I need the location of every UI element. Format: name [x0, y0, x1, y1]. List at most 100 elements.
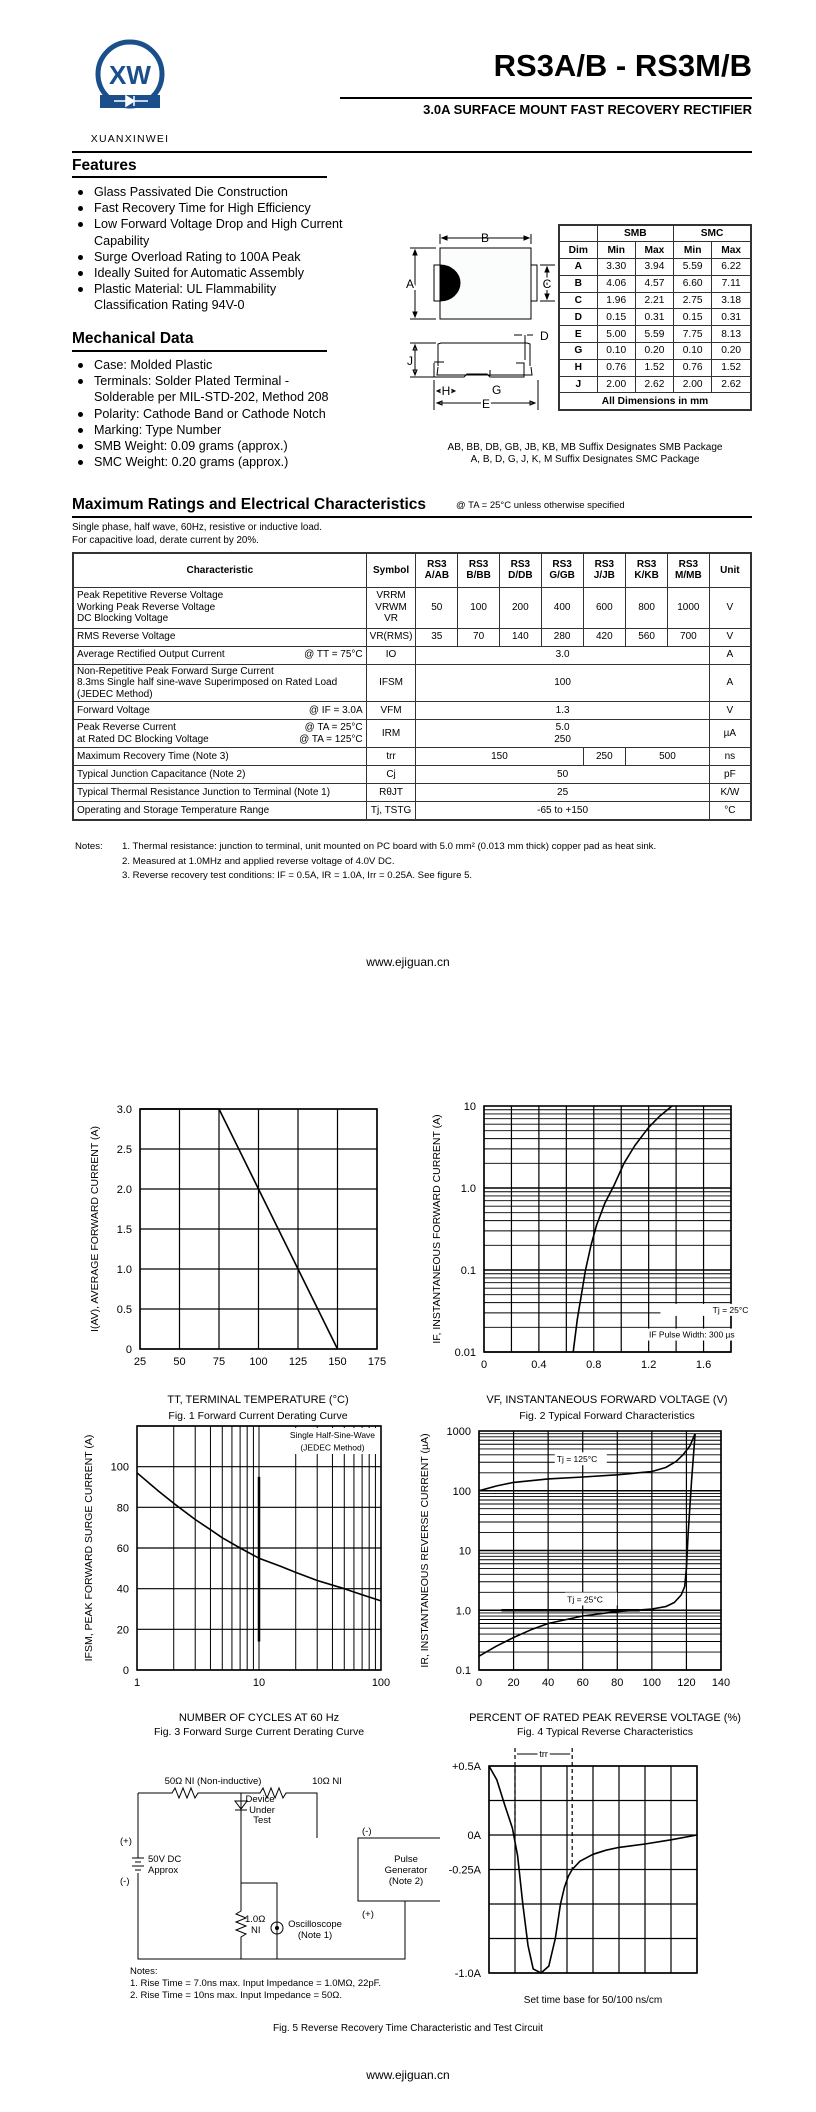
- cell-text: K/W: [708, 783, 752, 802]
- dim-letter: A: [558, 258, 598, 276]
- x-tick-label: 0: [476, 1677, 482, 1689]
- note-item: 2. Measured at 1.0MHz and applied revers…: [122, 855, 395, 867]
- annotation-bg: [660, 1303, 753, 1316]
- source-label: Approx: [148, 1865, 178, 1876]
- cell-text: 50: [415, 765, 710, 784]
- pulse-generator-label: (Note 2): [389, 1876, 423, 1887]
- mechanical-item: SMB Weight: 0.09 grams (approx.): [76, 438, 386, 454]
- cell-text: at Rated DC Blocking Voltage: [77, 733, 209, 745]
- dim-row: B 4.06 4.57 6.60 7.11: [558, 274, 752, 293]
- y-tick-label: 1.0: [117, 1264, 132, 1276]
- cell-text: (JEDEC Method): [77, 688, 153, 700]
- source-minus: (-): [120, 1876, 130, 1887]
- cell-text: 250: [582, 747, 627, 766]
- mechanical-item: Marking: Type Number: [76, 422, 386, 438]
- pulse-generator-label: Pulse: [394, 1854, 418, 1865]
- x-tick-label: 0.8: [586, 1359, 601, 1371]
- y-tick-label: 0.1: [461, 1265, 476, 1277]
- suffix-note: AB, BB, DB, GB, JB, KB, MB Suffix Design…: [400, 442, 770, 466]
- dim-letter: C: [558, 291, 598, 310]
- dim-value: 3.18: [711, 291, 752, 310]
- feature-item: Plastic Material: UL Flammability Classi…: [76, 281, 306, 313]
- x-tick-label: 140: [712, 1677, 730, 1689]
- cell-text: 3.0: [415, 645, 710, 665]
- features-underline: [72, 176, 327, 178]
- cell-text: 50: [415, 586, 459, 629]
- row-cj: Typical Junction Capacitance (Note 2) Cj 5…: [72, 765, 752, 784]
- cell-text: Cj: [365, 765, 417, 784]
- x-tick-label: 60: [577, 1677, 589, 1689]
- x-tick-label: 10: [253, 1677, 265, 1689]
- ratings-col-header: RS3 B/BB: [457, 552, 500, 588]
- mechanical-item: SMC Weight: 0.20 grams (approx.): [76, 454, 386, 470]
- cell-text: IFSM: [365, 663, 417, 702]
- y-tick-label: 0: [123, 1665, 129, 1677]
- group-smb: SMB: [596, 224, 675, 243]
- trr-label: trr: [539, 1749, 548, 1759]
- features-heading: Features: [72, 157, 137, 174]
- chart-annotation: (JEDEC Method): [300, 1442, 364, 1452]
- y-tick-label: +0.5A: [452, 1761, 482, 1773]
- mechanical-item: Case: Molded Plastic: [76, 357, 386, 373]
- annotation-bg: [554, 1452, 607, 1466]
- dim-row: A 3.30 3.94 5.59 6.22: [558, 258, 752, 276]
- dim-value: 2.62: [711, 375, 752, 394]
- cell-text: Non-Repetitive Peak Forward Surge Curren…: [77, 665, 274, 677]
- y-axis-label: IR, INSTANTANEOUS REVERSE CURRENT (µA): [419, 1433, 431, 1667]
- dim-value: 3.30: [596, 258, 636, 276]
- x-tick-label: 125: [289, 1356, 307, 1368]
- dim-value: 1.96: [596, 291, 636, 310]
- row-ifsm: Non-Repetitive Peak Forward Surge Curren…: [72, 663, 752, 702]
- cell-text: Tj, TSTG: [365, 801, 417, 820]
- y-tick-label: -0.25A: [449, 1865, 482, 1877]
- row-irm: Peak Reverse Current @ TA = 25°C at Rated …: [72, 719, 752, 748]
- ratings-table: Characteristic Symbol RS3 A/AB RS3 B/BB RS3 D/D…: [72, 552, 752, 821]
- x-axis-label: TT, TERMINAL TEMPERATURE (°C): [167, 1394, 349, 1406]
- dim-row: E 5.00 5.59 7.75 8.13: [558, 325, 752, 344]
- figure-caption: Fig. 4 Typical Reverse Characteristics: [516, 1726, 694, 1738]
- series-line: [572, 1105, 673, 1353]
- dim-value: 1.52: [634, 358, 675, 377]
- feature-item: Surge Overload Rating to 100A Peak: [76, 249, 376, 265]
- note-item: 1. Thermal resistance: junction to termi…: [122, 841, 657, 852]
- cell-text: 8.3ms Single half sine-wave Superimposed…: [77, 677, 338, 688]
- x-tick-label: 100: [643, 1677, 661, 1689]
- source-plus: (+): [120, 1836, 132, 1847]
- dim-label-H: H: [442, 384, 451, 398]
- y-tick-label: 0: [126, 1344, 132, 1356]
- website-footer-link[interactable]: www.ejiguan.cn: [366, 2068, 450, 2082]
- chart-annotation: IF Pulse Width: 300 µs: [649, 1330, 735, 1340]
- y-tick-label: 0A: [468, 1830, 482, 1842]
- dim-label-C: C: [543, 277, 552, 291]
- x-tick-label: 0: [481, 1359, 487, 1371]
- x-axis-label: VF, INSTANTANEOUS FORWARD VOLTAGE (V): [486, 1394, 728, 1406]
- y-tick-label: 80: [117, 1502, 129, 1514]
- feature-item: Low Forward Voltage Drop and High Curren…: [76, 216, 366, 248]
- x-tick-label: 175: [368, 1356, 386, 1368]
- x-tick-label: 100: [249, 1356, 267, 1368]
- y-tick-label: 0.5: [117, 1304, 132, 1316]
- note-item: 3. Reverse recovery test conditions: IF …: [122, 870, 473, 881]
- svg-text:XW: XW: [109, 60, 151, 90]
- suffix-smc: A, B, D, G, J, K, M Suffix Designates SM…: [470, 454, 700, 465]
- y-tick-label: 60: [117, 1543, 129, 1555]
- dim-value: 1.52: [711, 358, 752, 377]
- part-subtitle: 3.0A SURFACE MOUNT FAST RECOVERY RECTIFI…: [423, 102, 752, 117]
- series-line: [478, 1433, 696, 1657]
- feature-item: Ideally Suited for Automatic Assembly: [76, 265, 376, 281]
- cell-text: @ IF = 3.0A: [308, 704, 363, 716]
- cell-text: Typical Thermal Resistance Junction to T…: [72, 783, 367, 802]
- cell-text: 1000: [666, 586, 710, 629]
- website-link[interactable]: www.ejiguan.cn: [366, 955, 450, 969]
- generator-minus: (-): [362, 1826, 372, 1837]
- x-tick-label: 100: [372, 1677, 390, 1689]
- dim-row: J 2.00 2.62 2.00 2.62: [558, 375, 752, 394]
- cell-text: 560: [625, 627, 668, 647]
- cell-text: IO: [365, 645, 417, 665]
- dim-letter: E: [558, 325, 598, 344]
- plot-frame: [483, 1105, 732, 1353]
- cell-text: Working Peak Reverse Voltage: [77, 601, 216, 613]
- suffix-smb: AB, BB, DB, GB, JB, KB, MB Suffix Design…: [447, 442, 723, 453]
- cell-text: Operating and Storage Temperature Range: [72, 801, 367, 820]
- dimensions-table: SMB SMC Dim Min Max Min Max A 3.30 3.94 5.59 6.22…: [558, 224, 752, 411]
